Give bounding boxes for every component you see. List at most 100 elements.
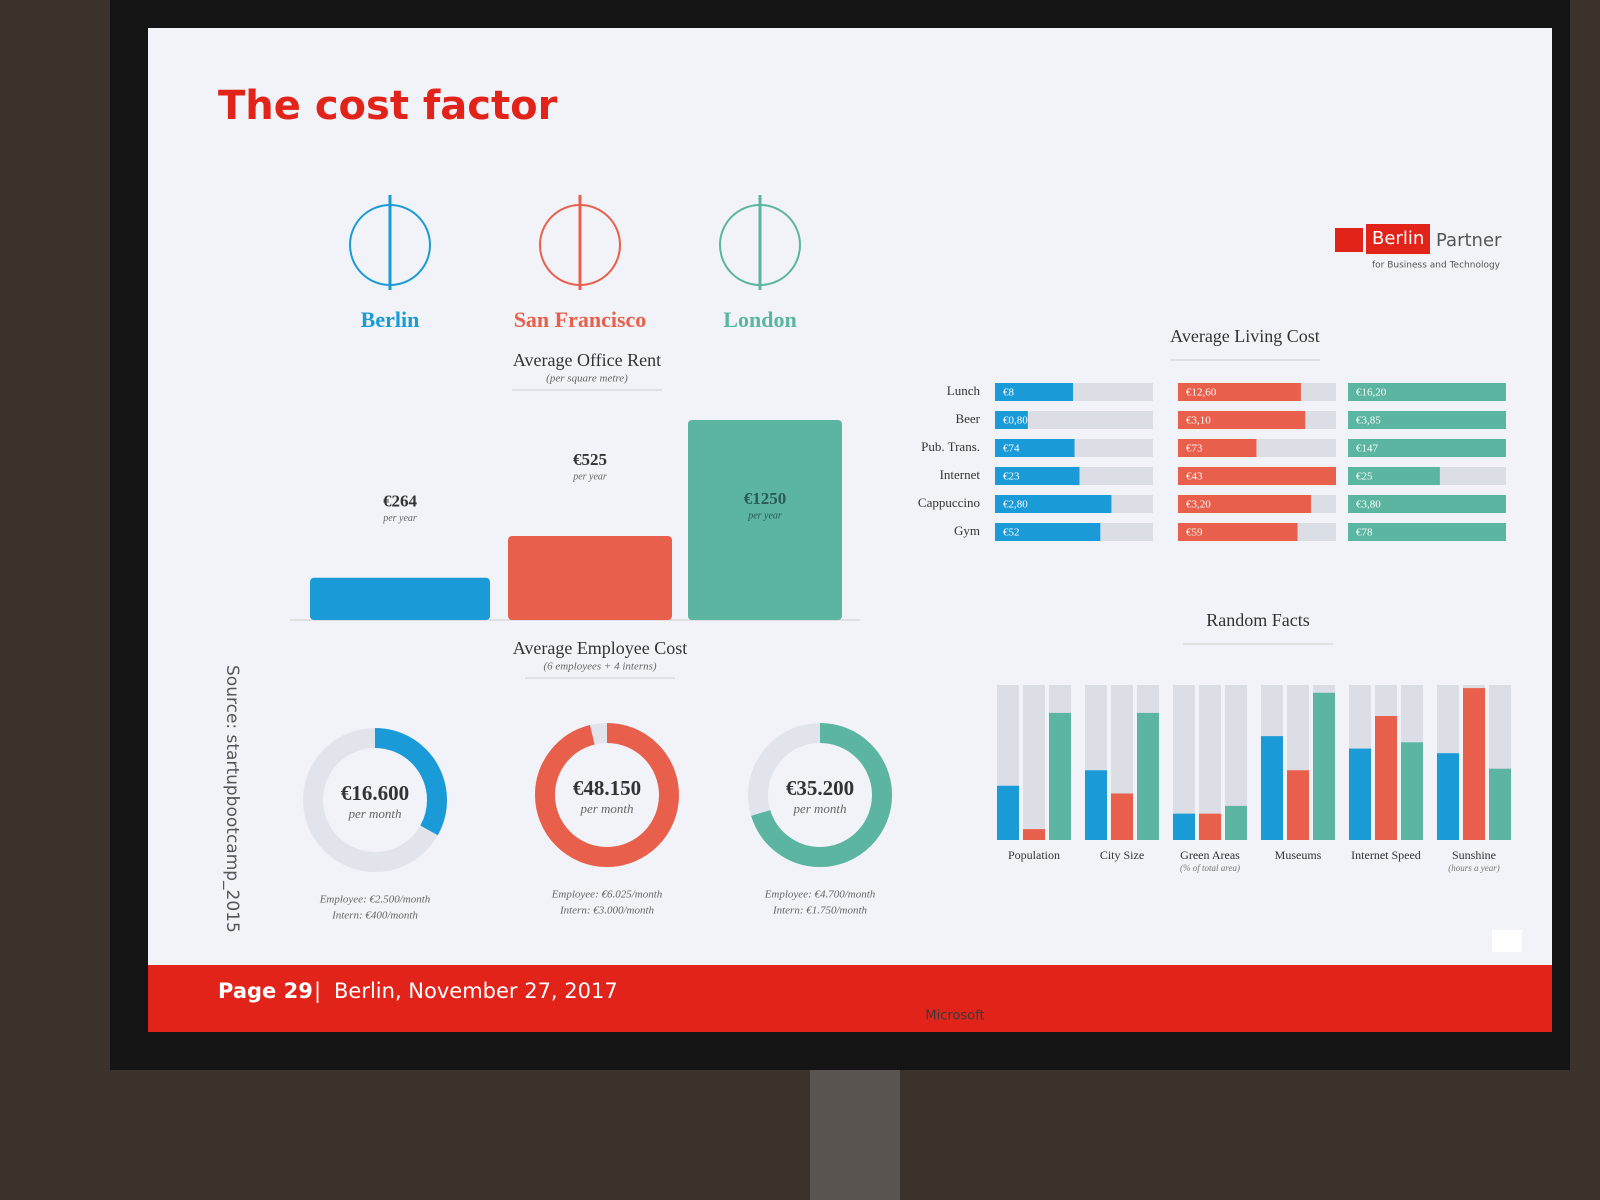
- row-label: Beer: [955, 411, 980, 426]
- bar: [1349, 748, 1371, 840]
- bar: [1225, 805, 1247, 840]
- detail: Intern: €1.750/month: [772, 905, 868, 917]
- bar: [1085, 770, 1107, 840]
- value-label: €0,80: [1003, 415, 1028, 427]
- row-label: Pub. Trans.: [921, 439, 980, 454]
- value-label: €3,20: [1186, 499, 1211, 511]
- page-number: Page 29: [218, 979, 313, 1003]
- row-label: Gym: [954, 523, 980, 538]
- chart-title: Average Living Cost: [1170, 326, 1320, 346]
- bar: [995, 411, 1028, 429]
- bar: [1178, 467, 1336, 485]
- chart-subtitle: (6 employees + 4 interns): [543, 661, 656, 673]
- bar: [995, 495, 1112, 513]
- bar: [995, 467, 1080, 485]
- chart-title: Average Office Rent: [513, 350, 661, 370]
- x-tick-label: Museums: [1275, 848, 1322, 862]
- value-label: €1250: [744, 489, 787, 508]
- x-tick-label: City Size: [1100, 848, 1144, 862]
- bar: [1178, 523, 1298, 541]
- bezel-brand: Microsoft: [925, 1009, 984, 1024]
- value-label: €78: [1356, 527, 1373, 539]
- bar: [1178, 411, 1306, 429]
- bar: [1173, 813, 1195, 840]
- value-label: €3,80: [1356, 499, 1381, 511]
- logo-name: Berlin: [1372, 228, 1424, 249]
- bar: [1348, 467, 1440, 485]
- donut-arc: [748, 723, 892, 867]
- value-label: €16,20: [1356, 387, 1387, 399]
- bar: [1049, 712, 1071, 840]
- detail: Intern: €3.000/month: [559, 905, 655, 917]
- value-label: €74: [1003, 443, 1020, 455]
- unit-label: per year: [747, 510, 782, 521]
- bar: [1401, 742, 1423, 840]
- bar: [995, 439, 1075, 457]
- bar: [1348, 383, 1506, 401]
- bar: [1023, 829, 1045, 840]
- value-label: €52: [1003, 527, 1020, 539]
- bar: [1489, 768, 1511, 840]
- unit-label: per month: [792, 801, 846, 816]
- city-name: Berlin: [361, 307, 420, 332]
- source-note: Source: startupbootcamp_2015: [222, 665, 242, 933]
- detail: Employee: €4.700/month: [764, 889, 876, 901]
- value-label: €3,85: [1356, 415, 1381, 427]
- bar: [1348, 523, 1506, 541]
- row-label: Cappuccino: [918, 495, 980, 510]
- bar: [1348, 411, 1506, 429]
- bar: [995, 383, 1074, 401]
- footer-separator: |: [314, 979, 321, 1004]
- logo-icon: [1335, 228, 1363, 252]
- bar: [1178, 383, 1301, 401]
- bar: [688, 420, 842, 620]
- donut-arc: [303, 728, 447, 872]
- monitor-stand: [810, 1070, 900, 1200]
- bar-track: [1023, 685, 1045, 840]
- x-tick-label: Internet Speed: [1351, 848, 1421, 862]
- value-label: €3,10: [1186, 415, 1211, 427]
- bar: [1375, 716, 1397, 840]
- detail: Intern: €400/month: [331, 910, 418, 922]
- x-tick-label: Population: [1008, 848, 1060, 862]
- slide-title: The cost factor: [218, 83, 558, 129]
- bar-track: [1173, 685, 1195, 840]
- value-label: €35.200: [786, 776, 854, 800]
- city-name: London: [723, 307, 796, 332]
- x-tick-label: Green Areas: [1180, 848, 1240, 862]
- bar: [1463, 688, 1485, 840]
- value-label: €16.600: [341, 781, 409, 805]
- logo: Berlin Partner for Business and Technolo…: [1335, 224, 1502, 271]
- unit-label: per year: [572, 471, 607, 482]
- bar-track: [995, 411, 1153, 429]
- bar: [997, 785, 1019, 840]
- bar: [1199, 813, 1221, 840]
- value-label: €23: [1003, 471, 1020, 483]
- logo-tagline: for Business and Technology: [1372, 261, 1501, 271]
- footer-date: Berlin, November 27, 2017: [334, 979, 618, 1003]
- value-label: €25: [1356, 471, 1373, 483]
- detail: Employee: €6.025/month: [551, 889, 663, 901]
- value-label: €59: [1186, 527, 1203, 539]
- bar-track: [1225, 685, 1247, 840]
- city-name: San Francisco: [514, 307, 647, 332]
- bar: [1348, 495, 1506, 513]
- logo-partner: Partner: [1436, 230, 1502, 251]
- detail: Employee: €2.500/month: [319, 894, 431, 906]
- bar: [1178, 495, 1312, 513]
- footer-icon: [1492, 930, 1522, 952]
- unit-label: per year: [382, 513, 417, 524]
- value-label: €73: [1186, 443, 1203, 455]
- footer-band: [148, 965, 1552, 1032]
- value-label: €8: [1003, 387, 1015, 399]
- bar: [1437, 753, 1459, 840]
- bar-track: [1199, 685, 1221, 840]
- x-tick-note: (% of total area): [1180, 863, 1240, 873]
- logo-box: [1366, 224, 1430, 254]
- bar: [1261, 736, 1283, 840]
- chart-subtitle: (per square metre): [546, 373, 628, 385]
- chart-title: Random Facts: [1206, 610, 1310, 630]
- chart-title: Average Employee Cost: [513, 638, 688, 658]
- row-label: Internet: [940, 467, 981, 482]
